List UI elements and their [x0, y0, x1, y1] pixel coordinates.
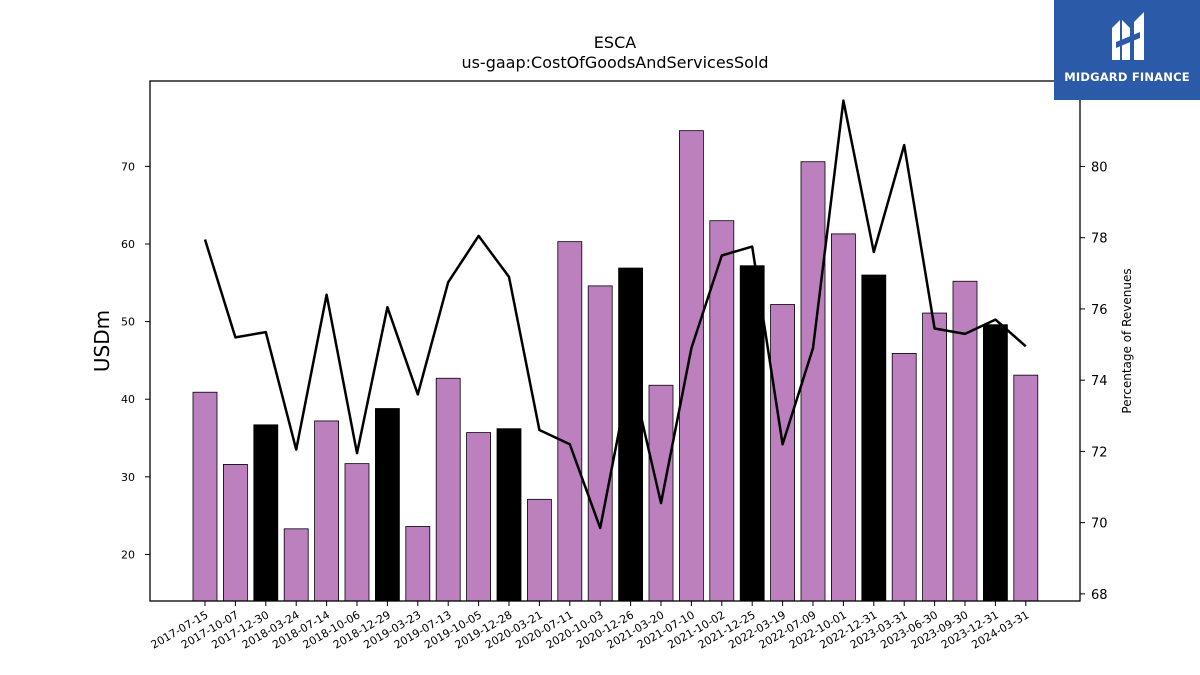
bar-2021-07-10: [679, 130, 704, 602]
bar-2017-10-07: [222, 464, 248, 602]
logo-text: MIDGARD FINANCE: [1064, 70, 1190, 84]
bar-2019-07-13: [435, 377, 461, 602]
bar-2018-12-29: [374, 408, 400, 602]
bar-2024-03-31: [1013, 374, 1039, 602]
chart-title: ESCA: [594, 33, 636, 52]
bar-2023-06-30: [922, 312, 947, 602]
bar-2019-12-28: [496, 428, 522, 602]
bar-2018-07-14: [314, 420, 340, 602]
chart-subtitle: us-gaap:CostOfGoodsAndServicesSold: [461, 53, 768, 72]
bar-2020-12-26: [618, 267, 643, 602]
y-tick-label: 50: [121, 316, 135, 329]
y-tick-label: 30: [121, 471, 135, 484]
bar-2017-07-15: [192, 391, 218, 602]
bar-2021-03-20: [648, 384, 674, 602]
bar-2020-10-03: [587, 285, 613, 602]
y-tick-label: 70: [121, 160, 135, 173]
bar-2021-10-02: [709, 220, 735, 602]
x-axis: 2017-07-152017-10-072017-12-302018-03-24…: [149, 601, 1031, 652]
bar-2020-07-11: [557, 241, 583, 602]
y-axis-right: 68 70 72 74 76 78 80: [1080, 160, 1108, 603]
company-logo: MIDGARD FINANCE: [1054, 0, 1200, 100]
bar-2022-03-19: [770, 304, 795, 602]
bar-2020-03-21: [527, 498, 552, 602]
y-tick-label: 20: [121, 548, 135, 561]
bar-2019-03-23: [405, 526, 431, 602]
bar-series: [192, 130, 1039, 602]
y2-tick-label: 70: [1091, 517, 1108, 532]
bar-2023-12-31: [983, 324, 1008, 602]
y-tick-label: 40: [121, 393, 135, 406]
y2-tick-label: 80: [1091, 160, 1108, 175]
bar-2018-03-24: [283, 528, 309, 602]
y2-tick-label: 76: [1091, 303, 1108, 318]
bar-2023-03-31: [891, 353, 917, 602]
y2-axis-label: Percentage of Revenues: [1120, 268, 1134, 413]
bar-2019-10-05: [466, 432, 492, 602]
plot-frame: [149, 80, 1081, 602]
bar-2022-10-01: [831, 233, 856, 602]
y2-tick-label: 68: [1091, 588, 1108, 603]
percentage-line: [203, 99, 1027, 530]
bar-2017-12-30: [253, 424, 279, 602]
y-axis-left: 20 30 40 50 60 70: [121, 160, 150, 561]
bar-2022-12-31: [861, 274, 887, 602]
y2-tick-label: 72: [1091, 445, 1108, 460]
bar-2018-10-06: [344, 463, 370, 602]
bar-2021-12-25: [739, 265, 765, 602]
y2-tick-label: 78: [1091, 232, 1108, 247]
bar-2022-07-09: [800, 161, 826, 602]
logo-mark-icon: [1112, 12, 1144, 60]
y2-tick-label: 74: [1091, 374, 1108, 389]
y-tick-label: 60: [121, 238, 135, 251]
y-axis-label: USDm: [90, 310, 114, 372]
